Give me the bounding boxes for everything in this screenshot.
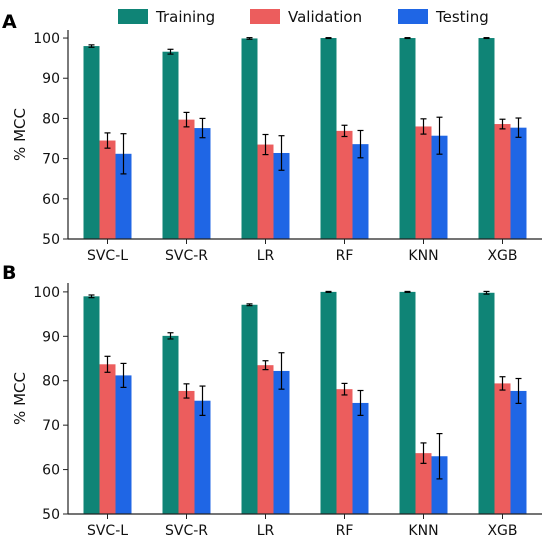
panel-a-bar-lr-training [241, 38, 258, 239]
panel-a-y-tick-label: 50 [42, 232, 60, 248]
panel-b-bar-svc-r-validation [178, 390, 195, 514]
panel-a-x-tick-label-rf: RF [336, 248, 354, 264]
panel-a-x-tick-label-svc-l: SVC-L [87, 248, 128, 264]
panel-a-bar-svc-r-testing [194, 128, 211, 239]
panel-b-bar-xgb-validation [494, 383, 511, 514]
panel-b-y-tick-label: 90 [42, 329, 60, 345]
panel-b-y-tick-label: 100 [33, 285, 60, 301]
panel-b-bar-xgb-training [478, 292, 495, 514]
panel-a-bar-svc-r-training [162, 51, 179, 240]
panel-b-bar-svc-l-validation [99, 364, 116, 514]
panel-a-label: A [2, 11, 17, 33]
panel-a-bar-xgb-validation [494, 124, 511, 239]
panel-b-bar-rf-training [320, 291, 337, 514]
panel-a-x-tick-label-svc-r: SVC-R [165, 248, 208, 264]
panel-a-bar-svc-r-validation [178, 119, 195, 239]
panel-a-x-tick-label-knn: KNN [408, 248, 438, 264]
panel-a-bar-rf-testing [352, 144, 369, 239]
panel-b-bar-svc-r-testing [194, 400, 211, 514]
panel-b-bar-xgb-testing [510, 390, 527, 514]
panel-a-y-axis-title: % MCC [11, 108, 29, 161]
panel-a: A % MCC 50 60 70 80 90 100 SVC-L SVC-R LR RF KNN XGB [2, 11, 542, 264]
panel-a-bar-lr-validation [257, 144, 274, 239]
panel-a-x-tick-label-xgb: XGB [487, 248, 517, 264]
legend-label-training: Training [155, 8, 215, 26]
panel-b-x-tick-label-rf: RF [336, 523, 354, 539]
panel-b-y-tick-label: 50 [42, 507, 60, 523]
panel-b-label: B [2, 262, 16, 284]
panel-a-x-tick-label-lr: LR [257, 248, 275, 264]
panel-b-bar-rf-testing [352, 402, 369, 514]
panel-b-y-axis-title: % MCC [11, 372, 29, 425]
panel-b-y-tick-label: 80 [42, 374, 60, 390]
panel-b-bar-lr-testing [273, 370, 290, 514]
panel-a-y-tick-label: 100 [33, 31, 60, 47]
panel-a-bar-knn-validation [415, 126, 432, 239]
panel-b-bar-lr-validation [257, 365, 274, 514]
panel-a-y-tick-label: 80 [42, 111, 60, 127]
panel-a-y-tick-label: 60 [42, 192, 60, 208]
panel-a-bar-svc-l-training [83, 46, 100, 240]
panel-b-bar-knn-validation [415, 453, 432, 514]
panel-b-x-tick-label-lr: LR [257, 523, 275, 539]
panel-a-bar-knn-testing [431, 135, 448, 239]
panel-b-bar-svc-l-training [83, 296, 100, 514]
panel-a-bar-rf-validation [336, 130, 353, 239]
panel-b-y-tick-label: 70 [42, 418, 60, 434]
panel-b-x-tick-label-knn: KNN [408, 523, 438, 539]
panel-b-x-tick-label-xgb: XGB [487, 523, 517, 539]
panel-a-bar-svc-l-validation [99, 140, 116, 239]
panel-b-bar-lr-training [241, 304, 258, 514]
panel-b: B % MCC 50 60 70 80 90 100 SVC-L SVC-R LR RF KNN XGB [2, 262, 542, 539]
legend-label-validation: Validation [288, 8, 362, 26]
legend-swatch-testing [398, 9, 428, 24]
panel-a-bar-lr-testing [273, 152, 290, 239]
panel-b-bar-svc-r-training [162, 335, 179, 514]
panel-a-bar-xgb-training [478, 38, 495, 240]
panel-a-bar-knn-training [399, 38, 416, 240]
legend: Training Validation Testing [118, 8, 489, 26]
panel-a-y-tick-label: 90 [42, 71, 60, 87]
legend-swatch-training [118, 9, 148, 24]
legend-label-testing: Testing [435, 8, 489, 26]
panel-b-bar-knn-testing [431, 456, 448, 514]
panel-b-bar-knn-training [399, 291, 416, 514]
panel-b-y-tick-label: 60 [42, 463, 60, 479]
panel-b-x-tick-label-svc-r: SVC-R [165, 523, 208, 539]
legend-swatch-validation [250, 9, 280, 24]
panel-b-x-tick-label-svc-l: SVC-L [87, 523, 128, 539]
panel-b-bar-rf-validation [336, 389, 353, 514]
panel-a-bar-rf-training [320, 38, 337, 240]
panel-a-y-tick-label: 70 [42, 152, 60, 168]
panel-a-bar-svc-l-testing [115, 153, 132, 239]
panel-a-bar-xgb-testing [510, 127, 527, 239]
panel-b-bar-svc-l-testing [115, 375, 132, 514]
